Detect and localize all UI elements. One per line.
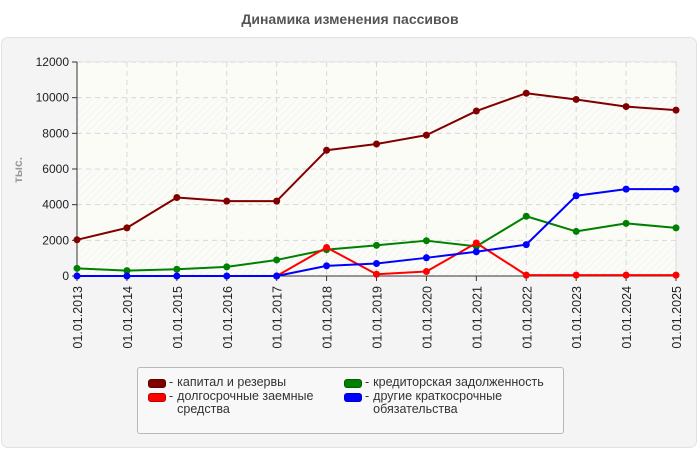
data-point-marker (223, 272, 231, 280)
data-point-marker (123, 224, 131, 232)
data-point-marker (622, 103, 630, 111)
data-point-marker (522, 212, 530, 220)
data-point-marker (572, 271, 580, 279)
legend-label: капитал и резервы (177, 375, 287, 389)
data-point-marker (373, 260, 380, 268)
data-point-marker (472, 248, 480, 256)
data-point-marker (572, 227, 580, 235)
data-point-marker (522, 271, 530, 279)
data-point-marker (73, 236, 81, 244)
data-point-marker (323, 243, 331, 251)
y-axis-ticks: 0 2000 4000 6000 8000 10000 12000 (36, 55, 77, 283)
x-tick-label: 01.01.2021 (470, 286, 484, 349)
data-point-marker (273, 256, 281, 264)
x-tick-label: 01.01.2023 (570, 286, 584, 349)
data-point-marker (522, 241, 530, 249)
data-point-marker (223, 197, 231, 205)
legend-label: кредиторская задолженность (373, 375, 544, 389)
data-point-marker (422, 268, 430, 276)
data-point-marker (422, 131, 430, 139)
data-series (73, 89, 680, 280)
x-tick-label: 01.01.2014 (121, 286, 135, 349)
y-axis-label: тыс. (11, 157, 25, 183)
data-point-marker (373, 241, 380, 249)
data-point-marker (373, 140, 380, 148)
y-tick-label: 8000 (42, 126, 69, 140)
x-tick-label: 01.01.2018 (321, 286, 335, 349)
x-tick-label: 01.01.2025 (670, 286, 684, 349)
legend-item-longterm-loans: - долгосрочные заемные средства (148, 390, 338, 416)
y-tick-label: 2000 (42, 233, 69, 247)
legend-swatch-icon (344, 393, 362, 402)
legend-item-capital: - капитал и резервы (148, 376, 338, 389)
data-point-marker (622, 185, 630, 193)
data-point-marker (672, 106, 680, 114)
legend-swatch-icon (148, 393, 166, 402)
x-tick-label: 01.01.2019 (371, 286, 385, 349)
legend-label: другие краткосрочные обязательства (373, 389, 503, 416)
data-point-marker (223, 263, 231, 271)
legend-swatch-icon (344, 379, 362, 388)
data-point-marker (472, 107, 480, 115)
y-tick-label: 6000 (42, 162, 69, 176)
x-tick-label: 01.01.2015 (171, 286, 185, 349)
data-point-marker (173, 194, 181, 202)
chart-title: Динамика изменения пассивов (241, 11, 459, 27)
x-tick-label: 01.01.2022 (520, 286, 534, 349)
data-point-marker (373, 270, 380, 278)
data-point-marker (323, 262, 331, 270)
x-tick-label: 01.01.2016 (221, 286, 235, 349)
y-tick-label: 4000 (42, 198, 69, 212)
x-tick-label: 01.01.2024 (620, 286, 634, 349)
legend-item-payables: - кредиторская задолженность (344, 376, 559, 389)
data-point-marker (123, 267, 131, 275)
data-point-marker (572, 95, 580, 103)
data-point-marker (422, 237, 430, 245)
data-point-marker (173, 272, 181, 280)
data-point-marker (123, 272, 131, 280)
data-point-marker (572, 192, 580, 200)
data-point-marker (273, 197, 281, 205)
x-axis-ticks: 01.01.2013 01.01.2014 01.01.2015 01.01.2016… (71, 276, 684, 349)
data-point-marker (73, 272, 81, 280)
y-tick-label: 0 (62, 269, 69, 283)
data-point-marker (622, 219, 630, 227)
series-line (73, 212, 680, 275)
x-tick-label: 01.01.2017 (271, 286, 285, 349)
data-point-marker (522, 89, 530, 97)
data-point-marker (73, 264, 81, 272)
data-point-marker (672, 271, 680, 279)
legend-label: долгосрочные заемные средства (177, 389, 314, 416)
x-tick-label: 01.01.2020 (420, 286, 434, 349)
data-point-marker (173, 265, 181, 273)
data-point-marker (273, 272, 281, 280)
legend-swatch-icon (148, 379, 166, 388)
legend: - капитал и резервы - кредиторская задол… (137, 367, 564, 434)
y-tick-label: 10000 (36, 91, 70, 105)
data-point-marker (422, 254, 430, 262)
data-point-marker (672, 185, 680, 193)
legend-item-other-shortterm: - другие краткосрочные обязательства (344, 390, 559, 416)
series-line (73, 185, 680, 280)
data-point-marker (323, 146, 331, 154)
series-line (73, 89, 680, 244)
data-point-marker (672, 224, 680, 232)
series-line (273, 239, 680, 280)
data-point-marker (622, 271, 630, 279)
y-tick-label: 12000 (36, 55, 70, 69)
x-tick-label: 01.01.2013 (71, 286, 85, 349)
data-point-marker (472, 239, 480, 247)
